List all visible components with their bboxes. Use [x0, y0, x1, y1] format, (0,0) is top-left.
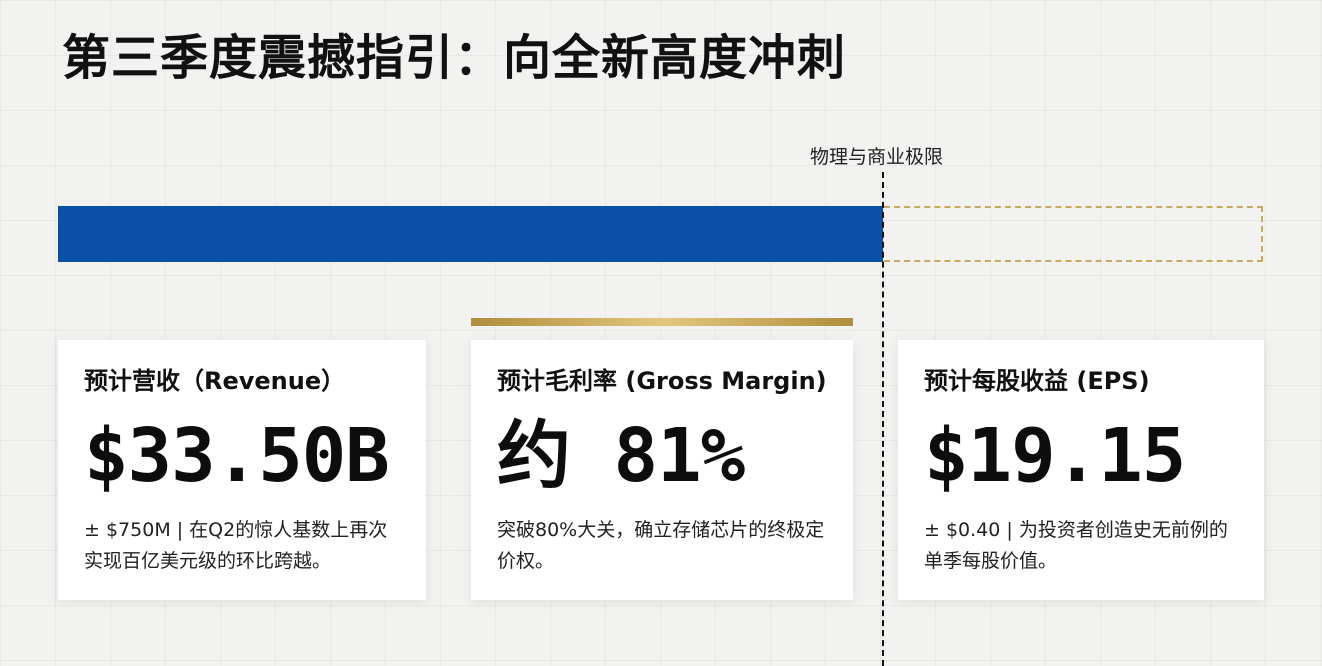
eps-label: 预计每股收益 (EPS)	[924, 367, 1150, 395]
eps-value: $19.15	[924, 413, 1186, 500]
gross-margin-label: 预计毛利率 (Gross Margin)	[497, 367, 827, 395]
progress-bar-remaining	[884, 206, 1263, 262]
gold-accent-bar	[471, 318, 853, 326]
revenue-label: 预计营收（Revenue）	[84, 367, 346, 395]
revenue-card: 预计营收（Revenue） $33.50B ± $750M | 在Q2的惊人基数…	[58, 340, 426, 600]
revenue-description: ± $750M | 在Q2的惊人基数上再次实现百亿美元级的环比跨越。	[84, 519, 388, 572]
gross-margin-card: 预计毛利率 (Gross Margin) 约 81% 突破80%大关，确立存储芯…	[471, 340, 853, 600]
limit-label: 物理与商业极限	[810, 146, 944, 168]
revenue-value: $33.50B	[84, 413, 390, 500]
progress-bar-fill	[58, 206, 883, 262]
gross-margin-value: 约 81%	[497, 413, 745, 500]
eps-description: ± $0.40 | 为投资者创造史无前例的单季每股价值。	[924, 519, 1228, 572]
slide-title: 第三季度震撼指引：向全新高度冲刺	[62, 30, 847, 86]
gross-margin-description: 突破80%大关，确立存储芯片的终极定价权。	[497, 519, 825, 572]
eps-card: 预计每股收益 (EPS) $19.15 ± $0.40 | 为投资者创造史无前例…	[898, 340, 1264, 600]
limit-line	[882, 172, 884, 666]
